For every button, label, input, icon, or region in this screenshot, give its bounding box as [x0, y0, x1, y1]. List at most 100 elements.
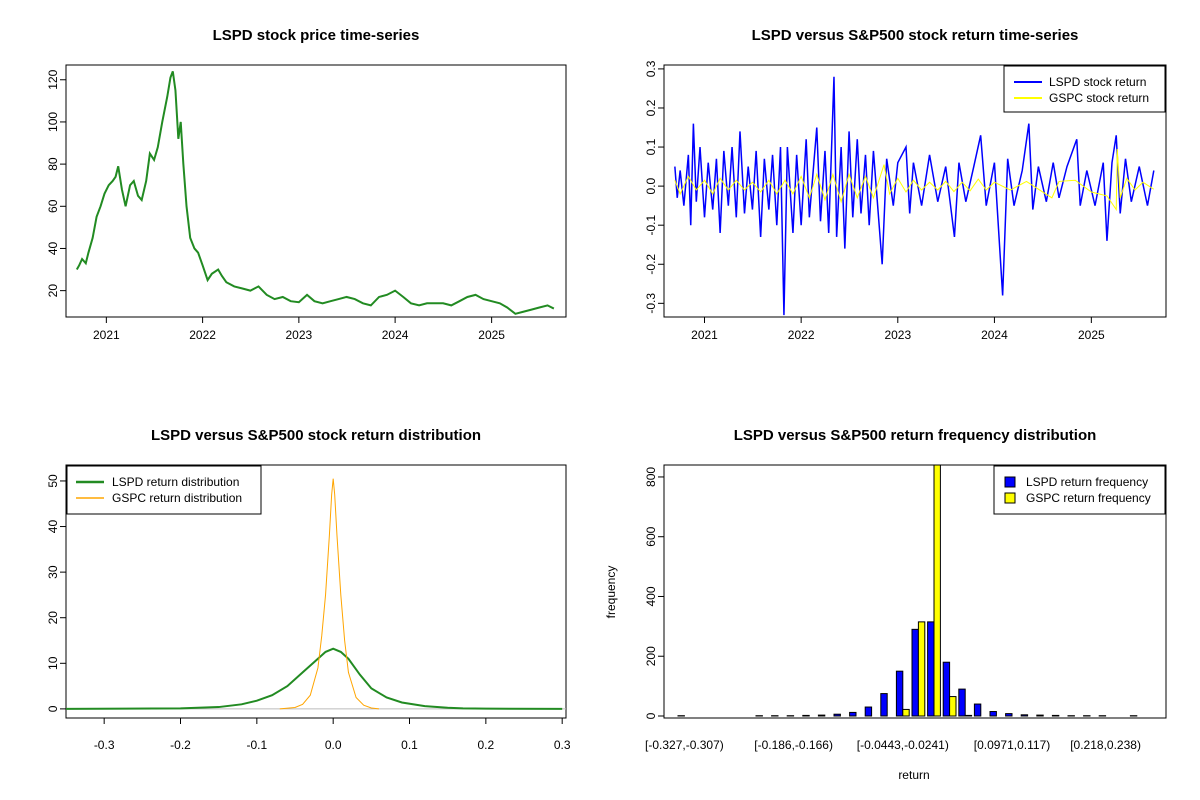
- bar-lspd: [895, 670, 904, 717]
- bar-gspc: [917, 621, 926, 717]
- y-tick-label: 20: [46, 611, 60, 625]
- legend-box: [1003, 65, 1166, 113]
- bar-lspd: [817, 714, 826, 717]
- x-tick-label: 2021: [93, 328, 120, 342]
- chart-title: LSPD versus S&P500 return frequency dist…: [734, 427, 1097, 444]
- x-tick-label: [0.0971,0.117): [974, 738, 1051, 752]
- bar-lspd: [880, 693, 888, 717]
- y-tick-label: 0.0: [644, 177, 658, 194]
- x-tick-label: 0.2: [478, 738, 495, 752]
- y-tick-label: -0.2: [644, 254, 658, 275]
- plot-frame: [663, 464, 1167, 719]
- legend-swatch: [1004, 476, 1016, 488]
- y-tick-label: 100: [46, 112, 60, 132]
- y-tick-label: 120: [46, 69, 60, 89]
- y-tick-label: 600: [644, 526, 658, 546]
- series-line-lspd-price: [75, 70, 555, 315]
- x-tick-label: -0.1: [246, 738, 267, 752]
- y-tick-label: 0.1: [644, 138, 658, 155]
- x-tick-label: [-0.327,-0.307): [645, 738, 724, 752]
- bar-gspc: [902, 708, 910, 717]
- legend-label: LSPD return distribution: [112, 475, 239, 489]
- bar-gspc: [933, 464, 941, 717]
- bar-lspd: [1005, 713, 1013, 717]
- x-tick-label: -0.3: [94, 738, 115, 752]
- panel-return-distribution: LSPD versus S&P500 stock return distribu…: [46, 427, 571, 752]
- y-tick-label: 60: [46, 199, 60, 213]
- bar-lspd: [973, 703, 982, 717]
- plot-frame: [663, 64, 1167, 318]
- x-tick-label: 2025: [1078, 328, 1105, 342]
- legend: LSPD return frequency GSPC return frequen…: [993, 465, 1166, 515]
- y-tick-label: 50: [46, 474, 60, 488]
- series-line-lspd-density: [65, 647, 563, 710]
- y-tick-label: 40: [46, 241, 60, 255]
- x-tick-label: 2023: [286, 328, 313, 342]
- legend-label: GSPC return frequency: [1026, 491, 1151, 505]
- series-line-gspc-return: [674, 148, 1155, 212]
- x-tick-label: 2022: [788, 328, 815, 342]
- chart-title: LSPD versus S&P500 stock return distribu…: [151, 427, 481, 444]
- panel-return-frequency: LSPD versus S&P500 return frequency dist…: [604, 427, 1167, 782]
- y-tick-label: 40: [46, 520, 60, 534]
- x-tick-label: [-0.186,-0.166): [754, 738, 833, 752]
- legend-label: LSPD stock return: [1049, 75, 1146, 89]
- y-tick-label: 200: [644, 646, 658, 666]
- y-tick-label: 0.3: [644, 60, 658, 77]
- y-tick-label: 10: [46, 656, 60, 670]
- x-axis-label: return: [898, 768, 929, 782]
- x-tick-label: 0.0: [325, 738, 342, 752]
- y-tick-label: 0: [644, 712, 658, 719]
- legend-box: [993, 465, 1166, 515]
- x-tick-label: [0.218,0.238): [1070, 738, 1141, 752]
- x-tick-label: 2025: [478, 328, 505, 342]
- y-axis-label: frequency: [604, 566, 618, 619]
- legend-swatch: [1004, 492, 1016, 504]
- bar-lspd: [864, 706, 873, 717]
- x-tick-label: 2022: [189, 328, 216, 342]
- series-line-lspd-return: [674, 76, 1155, 316]
- bar-lspd: [1051, 714, 1060, 717]
- x-tick-label: -0.2: [170, 738, 191, 752]
- x-tick-label: 2023: [884, 328, 911, 342]
- panel-price-timeseries: LSPD stock price time-series 2021 2022 2023…: [46, 27, 567, 342]
- bar-gspc: [949, 696, 957, 717]
- x-tick-label: 2024: [382, 328, 409, 342]
- x-tick-label: 0.1: [401, 738, 418, 752]
- y-tick-label: 800: [644, 467, 658, 487]
- x-tick-label: 0.3: [554, 738, 571, 752]
- legend-box: [66, 465, 262, 515]
- y-tick-label: -0.3: [644, 293, 658, 314]
- y-tick-label: 400: [644, 586, 658, 606]
- x-tick-label: [-0.0443,-0.0241): [857, 738, 949, 752]
- plot-frame: [65, 64, 567, 318]
- bar-lspd: [849, 711, 857, 717]
- bar-lspd: [989, 711, 997, 717]
- bar-lspd: [1036, 714, 1044, 717]
- legend: LSPD stock return GSPC stock return: [1003, 65, 1166, 113]
- x-tick-label: 2024: [981, 328, 1008, 342]
- bar-lspd: [1020, 714, 1029, 717]
- plot-frame: [65, 464, 567, 719]
- y-tick-label: 80: [46, 157, 60, 171]
- y-tick-label: 20: [46, 284, 60, 298]
- legend-label: GSPC stock return: [1049, 91, 1149, 105]
- bar-lspd: [958, 688, 966, 717]
- legend-label: GSPC return distribution: [112, 491, 242, 505]
- y-tick-label: -0.1: [644, 215, 658, 236]
- y-tick-label: 0.2: [644, 99, 658, 116]
- bar-lspd: [942, 661, 951, 717]
- y-tick-label: 30: [46, 565, 60, 579]
- panel-return-timeseries: LSPD versus S&P500 stock return time-ser…: [644, 27, 1167, 342]
- legend: LSPD return distribution GSPC return dist…: [66, 465, 262, 515]
- y-tick-label: 0: [46, 705, 60, 712]
- bar-lspd: [833, 713, 841, 717]
- x-tick-label: 2021: [691, 328, 718, 342]
- chart-title: LSPD stock price time-series: [213, 27, 420, 44]
- bar-lspd: [911, 628, 919, 717]
- bar-lspd: [927, 621, 935, 717]
- series-line-gspc-density: [279, 478, 380, 710]
- bar-gspc: [964, 714, 973, 717]
- bar-lspd: [802, 714, 810, 717]
